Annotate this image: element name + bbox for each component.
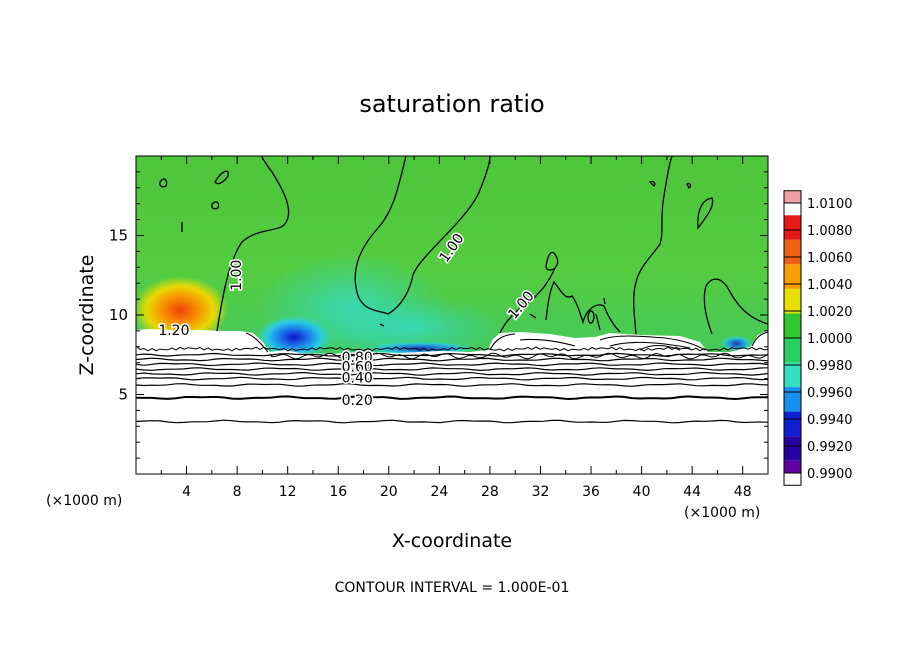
x-tick-label: 36 bbox=[582, 484, 600, 500]
contour-line bbox=[136, 367, 768, 372]
y-axis-label: Z-coordinate bbox=[76, 255, 98, 376]
contour-line bbox=[136, 395, 768, 401]
contour-label: 0.80 bbox=[342, 350, 373, 366]
saturation-field bbox=[136, 156, 768, 474]
contour-line-cloud-edge bbox=[519, 338, 576, 347]
x-unit-left: (×1000 m) bbox=[46, 493, 122, 509]
x-tick-label: 20 bbox=[380, 484, 398, 500]
y-tick-label: 5 bbox=[118, 386, 128, 404]
colorbar-label: 1.0000 bbox=[807, 332, 853, 347]
colorbar-label: 0.9980 bbox=[807, 359, 853, 374]
x-axis-label: X-coordinate bbox=[392, 530, 512, 552]
plot-area: 1.001.001.001.200.800.600.400.204 8 12 16 20… bbox=[109, 155, 769, 500]
contour-line bbox=[136, 376, 768, 381]
x-tick-label: 4 bbox=[182, 484, 191, 500]
colorbar-swatch bbox=[784, 338, 801, 363]
colorbar-swatch bbox=[784, 460, 801, 473]
contour-line-cloud-edge bbox=[599, 335, 706, 351]
contour-line-1.00 bbox=[603, 297, 606, 305]
x-tick-label: 24 bbox=[430, 484, 448, 500]
contour-line-1.00 bbox=[697, 197, 714, 230]
contour-line-1.00 bbox=[211, 201, 220, 210]
contour-line bbox=[136, 383, 768, 387]
contour-label: 1.00 bbox=[229, 260, 245, 291]
contour-lines bbox=[136, 156, 768, 424]
colorbar: 1.0100 1.0080 1.0060 1.0040 1.0020 1.0000 0.99… bbox=[783, 190, 853, 486]
contour-line bbox=[269, 352, 768, 360]
colorbar-label: 1.0100 bbox=[807, 197, 853, 212]
colorbar-swatch bbox=[784, 215, 801, 240]
contour-line-1.00 bbox=[529, 313, 537, 319]
x-tick-label: 40 bbox=[633, 484, 651, 500]
contour-line bbox=[136, 352, 768, 357]
y-tick-label: 10 bbox=[109, 306, 128, 324]
x-tick-label: 44 bbox=[683, 484, 701, 500]
high-saturation-region bbox=[136, 276, 229, 345]
contour-line-1.00 bbox=[499, 267, 556, 334]
contour-line-1.00 bbox=[216, 156, 290, 332]
colorbar-label: 0.9960 bbox=[807, 386, 853, 401]
contour-line-1.00 bbox=[354, 156, 491, 315]
colorbar-label: 0.9920 bbox=[807, 440, 853, 455]
contour-line-1.00 bbox=[686, 182, 692, 189]
contour-line-1.00 bbox=[648, 180, 656, 187]
contour-line-1.00 bbox=[587, 310, 595, 324]
contour-line bbox=[136, 371, 768, 376]
contour-line-1.00 bbox=[379, 323, 385, 327]
colorbar-swatch bbox=[784, 288, 801, 314]
contour-label: 0.20 bbox=[342, 393, 373, 409]
x-tick-label: 8 bbox=[233, 484, 242, 500]
contour-line-1.00 bbox=[159, 178, 168, 188]
x-tick-label: 16 bbox=[329, 484, 347, 500]
x-tick-label: 48 bbox=[734, 484, 752, 500]
contour-line bbox=[136, 419, 768, 424]
cyan-region bbox=[324, 297, 505, 358]
contour-line bbox=[136, 362, 768, 367]
contour-label: 1.20 bbox=[158, 323, 189, 339]
contour-line bbox=[136, 357, 768, 362]
colorbar-swatch bbox=[784, 387, 801, 412]
x-tick-label: 12 bbox=[279, 484, 297, 500]
contour-label: 0.40 bbox=[342, 371, 373, 387]
x-tick-label: 32 bbox=[532, 484, 550, 500]
colorbar-swatch bbox=[784, 411, 801, 437]
contour-line bbox=[136, 345, 768, 352]
contour-interval-footer: CONTOUR INTERVAL = 1.000E-01 bbox=[335, 580, 570, 596]
colorbar-label: 0.9900 bbox=[807, 467, 853, 482]
contour-line-1.00 bbox=[703, 278, 768, 335]
colorbar-swatch bbox=[784, 190, 801, 203]
contour-line-1.00 bbox=[545, 251, 559, 271]
x-tick-label: 28 bbox=[481, 484, 499, 500]
contour-line-cloud-edge bbox=[489, 333, 516, 351]
contour-line-cloud-edge bbox=[751, 331, 768, 347]
colorbar-swatch bbox=[784, 264, 801, 289]
contour-line-cloud-edge bbox=[639, 344, 681, 351]
colorbar-label: 1.0080 bbox=[807, 224, 853, 239]
colorbar-swatch bbox=[784, 362, 801, 388]
colorbar-swatch bbox=[784, 436, 801, 461]
y-tick-label: 15 bbox=[109, 227, 128, 245]
contour-line-1.00 bbox=[595, 313, 601, 331]
x-unit-right: (×1000 m) bbox=[684, 505, 760, 521]
contour-line-1.00 bbox=[214, 170, 229, 185]
contour-label: 0.60 bbox=[342, 359, 373, 375]
contour-line-1.00 bbox=[633, 156, 673, 335]
colorbar-label: 1.0020 bbox=[807, 305, 853, 320]
colorbar-swatch bbox=[784, 239, 801, 265]
contour-line-1.00 bbox=[545, 280, 621, 333]
colorbar-label: 0.9940 bbox=[807, 413, 853, 428]
contour-line-cloud-edge bbox=[609, 341, 691, 349]
chart-title: saturation ratio bbox=[359, 90, 544, 118]
colorbar-swatch bbox=[784, 313, 801, 338]
contour-line-cloud-edge bbox=[245, 332, 269, 353]
colorbar-label: 1.0060 bbox=[807, 251, 853, 266]
colorbar-label: 1.0040 bbox=[807, 278, 853, 293]
